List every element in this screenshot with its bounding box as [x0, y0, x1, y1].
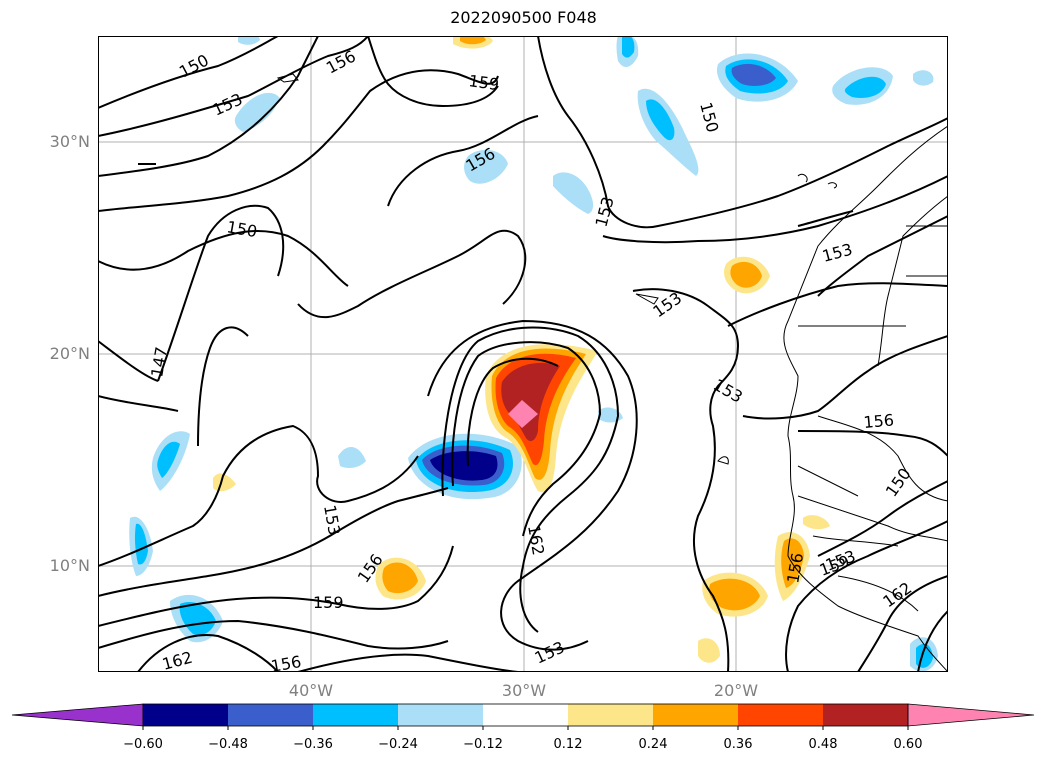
lon-label-30w: 30°W [501, 681, 547, 700]
colorbar-segment [568, 704, 653, 726]
map-panel: 150 153 156 159 156 153 150 153 150 147 … [98, 36, 948, 672]
colorbar-segment [143, 704, 228, 726]
contour-label: 159 [467, 71, 500, 94]
colorbar-segment [823, 704, 908, 726]
contour-label: 159 [313, 593, 344, 612]
colorbar-tick-label: 0.36 [723, 737, 753, 752]
colorbar-segment [483, 704, 568, 726]
height-contours [98, 36, 948, 672]
colorbar-extend-low [11, 703, 144, 727]
colorbar-tick-label: 0.12 [553, 737, 583, 752]
lat-label-10n: 10°N [49, 556, 90, 575]
colorbar-segment [653, 704, 738, 726]
colorbar-tick-label: −0.12 [463, 737, 503, 752]
colorbar-segment [228, 704, 313, 726]
map-frame [98, 36, 948, 672]
colorbar-extend-high [907, 703, 1035, 727]
contour-label: 156 [863, 410, 895, 432]
colorbar-tick-label: 0.24 [638, 737, 668, 752]
colorbar [11, 703, 1035, 730]
colorbar-tick-label: 0.60 [893, 737, 923, 752]
colorbar-segment [738, 704, 823, 726]
contour-label: 156 [269, 652, 302, 672]
colorbar-segment [398, 704, 483, 726]
colorbar-tick-label: −0.36 [293, 737, 333, 752]
colorbar-tick-label: −0.60 [123, 737, 163, 752]
lon-label-40w: 40°W [288, 681, 334, 700]
colorbar-segment [313, 704, 398, 726]
map-title: 2022090500 F048 [450, 8, 597, 27]
coastlines [276, 73, 948, 672]
lat-label-30n: 30°N [49, 132, 90, 151]
colorbar-outline [142, 703, 909, 727]
colorbar-tick-label: 0.48 [808, 737, 838, 752]
colorbar-tick-label: −0.48 [208, 737, 248, 752]
lat-label-20n: 20°N [49, 344, 90, 363]
lon-label-20w: 20°W [713, 681, 759, 700]
colorbar-tick-label: −0.24 [378, 737, 418, 752]
